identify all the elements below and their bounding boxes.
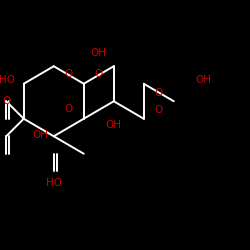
Text: O: O <box>64 104 73 114</box>
Text: O: O <box>94 69 103 79</box>
Text: HO: HO <box>0 75 15 85</box>
Text: O: O <box>2 96 10 106</box>
Text: OH: OH <box>91 48 107 58</box>
Text: OH: OH <box>195 75 211 85</box>
Text: OH: OH <box>106 120 122 130</box>
Text: O: O <box>154 88 163 98</box>
Text: O: O <box>64 69 73 79</box>
Text: OH: OH <box>32 130 48 140</box>
Text: HO: HO <box>46 178 62 188</box>
Text: O: O <box>154 105 163 115</box>
